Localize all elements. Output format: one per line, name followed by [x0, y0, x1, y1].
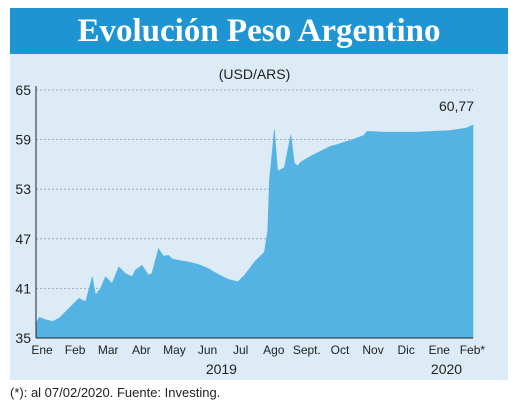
x-tick-label: Feb — [65, 343, 86, 357]
x-tick-label: Jul — [233, 343, 248, 357]
x-tick-label: Dic — [397, 343, 414, 357]
x-tick-label: Nov — [362, 343, 383, 357]
chart-subtitle: (USD/ARS) — [219, 66, 291, 82]
y-tick-label: 41 — [15, 280, 31, 296]
y-tick-label: 59 — [15, 132, 31, 148]
y-tick-label: 35 — [15, 330, 31, 346]
x-tick-label: Mar — [98, 343, 119, 357]
y-tick-label: 65 — [15, 82, 31, 98]
x-tick-label: Oct — [331, 343, 350, 357]
year-label: 2020 — [431, 361, 462, 377]
chart-panel: (USD/ARS) 35 41 47 53 59 65 60,77 Ene Feb Mar Abr Ma… — [10, 54, 508, 380]
title-banner: Evolución Peso Argentino — [10, 8, 508, 54]
x-tick-label: Ene — [31, 343, 53, 357]
exchange-rate-chart: (USD/ARS) 35 41 47 53 59 65 60,77 Ene Feb Mar Abr Ma… — [15, 66, 486, 377]
last-value-label: 60,77 — [439, 98, 474, 114]
y-tick-label: 47 — [15, 231, 31, 247]
x-tick-label: Feb* — [460, 343, 486, 357]
x-tick-label: May — [163, 343, 186, 357]
y-tick-label: 53 — [15, 181, 31, 197]
chart-title: Evolución Peso Argentino — [77, 13, 441, 49]
x-tick-label: Sept. — [293, 343, 321, 357]
area-series — [35, 124, 474, 339]
x-tick-label: Abr — [132, 343, 151, 357]
footnote: (*): al 07/02/2020. Fuente: Investing. — [10, 385, 221, 400]
x-tick-label: Ene — [429, 343, 451, 357]
year-label: 2019 — [206, 361, 237, 377]
x-tick-label: Ago — [263, 343, 285, 357]
x-tick-label: Jun — [198, 343, 217, 357]
